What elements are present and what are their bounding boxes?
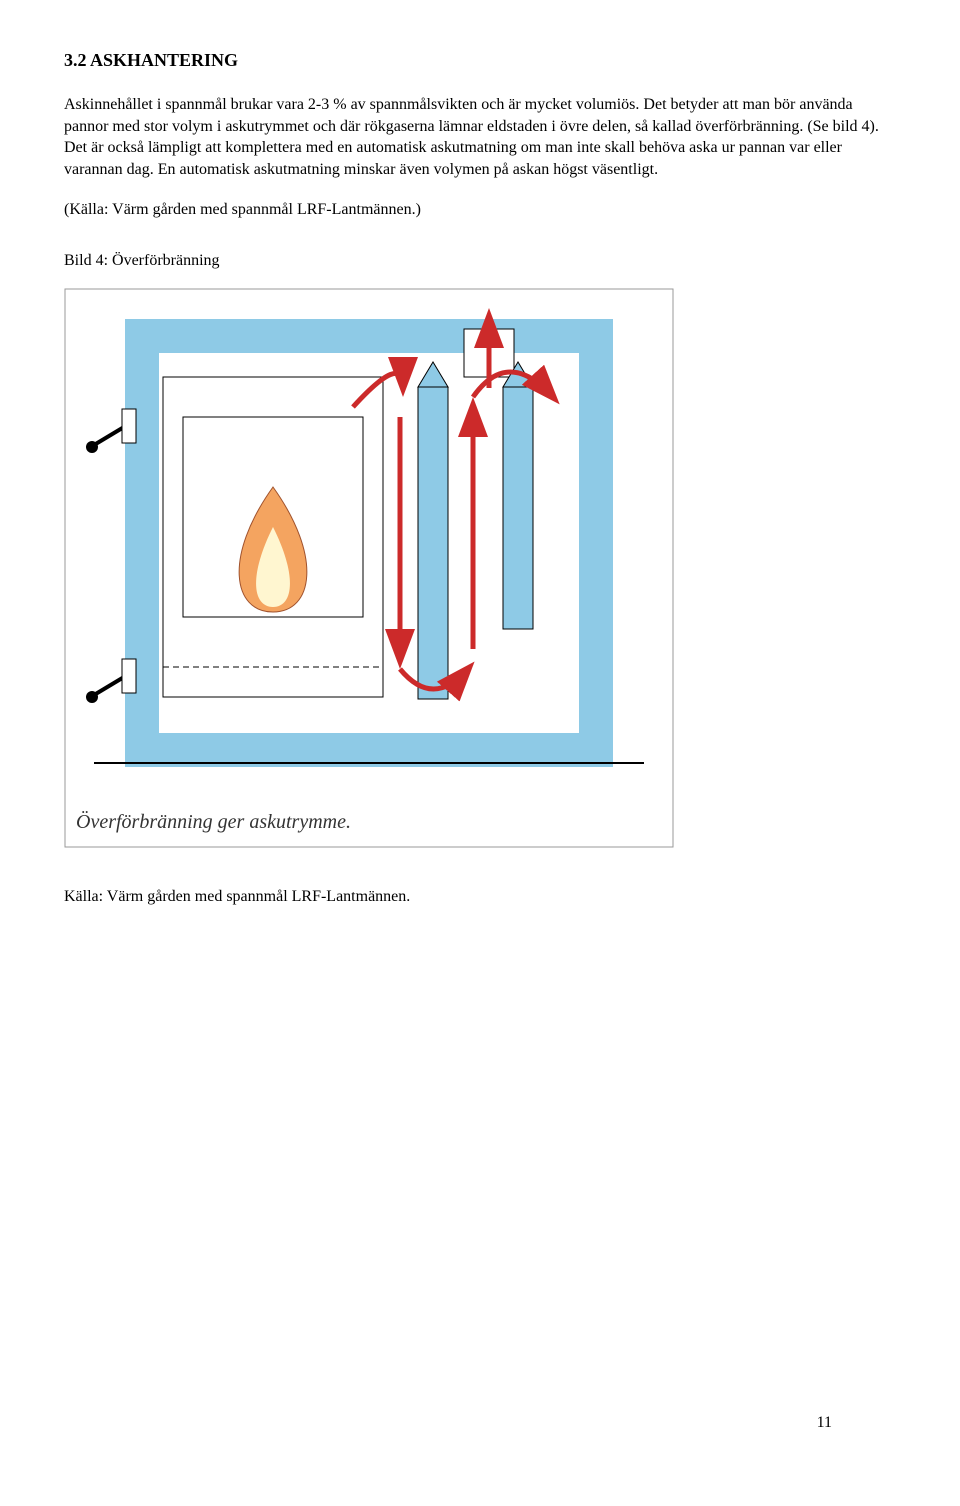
- figure-caption: Bild 4: Överförbränning: [64, 250, 896, 272]
- source-below-figure: Källa: Värm gården med spannmål LRF-Lant…: [64, 886, 896, 908]
- page-number: 11: [817, 1412, 832, 1434]
- source-citation: (Källa: Värm gården med spannmål LRF-Lan…: [64, 199, 896, 221]
- overfiring-diagram: Överförbränning ger askutrymme.: [64, 288, 896, 855]
- svg-text:Överförbränning ger askutrymme: Överförbränning ger askutrymme.: [76, 810, 351, 833]
- body-paragraph: Askinnehållet i spannmål brukar vara 2-3…: [64, 94, 896, 180]
- section-heading: 3.2 ASKHANTERING: [64, 48, 896, 72]
- boiler-svg: Överförbränning ger askutrymme.: [64, 288, 674, 848]
